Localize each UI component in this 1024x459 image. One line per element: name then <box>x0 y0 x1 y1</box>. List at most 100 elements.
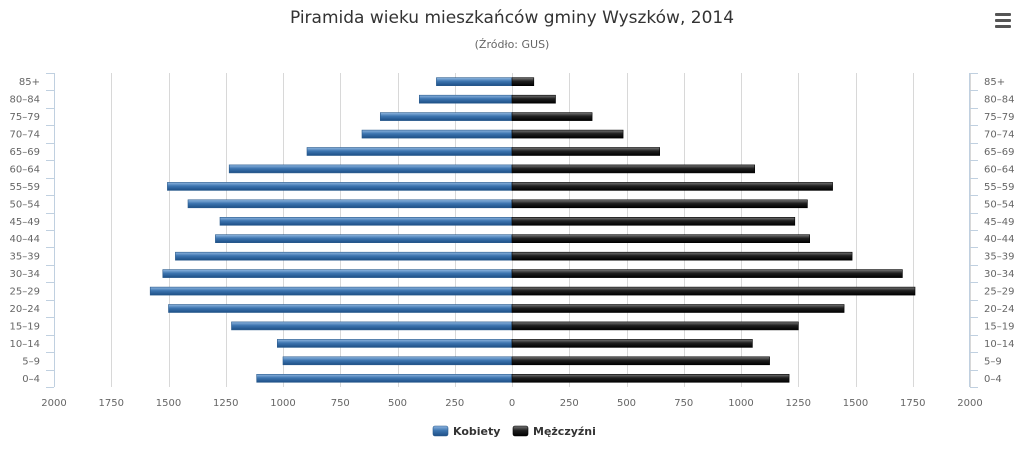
y-label-right-15: 10–14 <box>984 339 1014 350</box>
bar-mezczyzni-12[interactable] <box>511 286 916 296</box>
y-label-right-7: 50–54 <box>984 199 1014 210</box>
y-label-right-4: 65–69 <box>984 147 1014 158</box>
bar-kobiety-15[interactable] <box>276 339 513 348</box>
y-label-left-16: 5–9 <box>22 356 40 367</box>
bar-mezczyzni-1[interactable] <box>511 94 556 104</box>
y-label-left-17: 0–4 <box>22 374 40 385</box>
bar-mezczyzni-15[interactable] <box>511 339 753 348</box>
bar-kobiety-9[interactable] <box>215 234 513 243</box>
y-label-left-15: 10–14 <box>10 339 40 350</box>
y-label-right-5: 60–64 <box>984 164 1014 175</box>
legend-swatch-kobiety[interactable] <box>432 425 449 437</box>
y-label-left-12: 25–29 <box>10 287 40 298</box>
x-tick-label-15: 1750 <box>900 398 925 409</box>
bar-mezczyzni-17[interactable] <box>511 373 790 383</box>
x-tick-label-4: 1000 <box>270 398 295 409</box>
y-label-left-13: 20–24 <box>10 304 40 315</box>
x-tick-label-8: 0 <box>509 398 515 409</box>
x-tick-label-9: 250 <box>560 398 579 409</box>
y-label-right-10: 35–39 <box>984 252 1014 263</box>
y-label-right-9: 40–44 <box>984 234 1014 245</box>
bar-kobiety-17[interactable] <box>256 373 513 383</box>
bar-mezczyzni-2[interactable] <box>511 112 593 121</box>
y-label-left-6: 55–59 <box>10 182 40 193</box>
x-tick-label-10: 500 <box>617 398 636 409</box>
y-label-right-16: 5–9 <box>984 356 1002 367</box>
chart-subtitle: (Źródło: GUS) <box>475 38 550 51</box>
legend-swatch-mezczyzni[interactable] <box>512 425 529 437</box>
y-label-right-12: 25–29 <box>984 287 1014 298</box>
x-tick-label-2: 1500 <box>156 398 181 409</box>
y-label-left-4: 65–69 <box>10 147 40 158</box>
bar-mezczyzni-8[interactable] <box>511 217 796 226</box>
x-tick-label-0: 2000 <box>41 398 66 409</box>
axes <box>46 73 978 388</box>
bar-kobiety-16[interactable] <box>282 356 513 366</box>
y-label-left-9: 40–44 <box>10 234 40 245</box>
y-axis-labels-right: 85+ 80–84 75–79 70–74 65–69 60–64 55–59 50–54 45… <box>984 77 1014 385</box>
y-label-left-0: 85+ <box>19 77 40 88</box>
x-tick-label-11: 750 <box>674 398 693 409</box>
x-tick-label-3: 1250 <box>213 398 238 409</box>
x-tick-label-7: 250 <box>445 398 464 409</box>
bar-mezczyzni-5[interactable] <box>511 164 755 174</box>
bar-kobiety-8[interactable] <box>219 217 513 226</box>
legend-label-mezczyzni[interactable]: Mężczyźni <box>533 425 596 438</box>
bar-mezczyzni-14[interactable] <box>511 321 799 331</box>
y-label-left-11: 30–34 <box>10 269 40 280</box>
bar-kobiety-10[interactable] <box>175 251 513 261</box>
x-tick-label-6: 500 <box>388 398 407 409</box>
x-tick-label-1: 1750 <box>99 398 124 409</box>
legend[interactable]: Kobiety Mężczyźni <box>432 425 596 438</box>
y-label-right-0: 85+ <box>984 77 1005 88</box>
x-tick-label-5: 750 <box>331 398 350 409</box>
bar-mezczyzni-7[interactable] <box>511 199 808 209</box>
bar-mezczyzni-3[interactable] <box>511 129 624 139</box>
bar-kobiety-14[interactable] <box>231 321 513 331</box>
bar-mezczyzni-13[interactable] <box>511 304 845 313</box>
legend-label-kobiety[interactable]: Kobiety <box>453 425 500 438</box>
y-label-right-14: 15–19 <box>984 321 1014 332</box>
x-tick-label-14: 1500 <box>843 398 868 409</box>
bar-mezczyzni-11[interactable] <box>511 269 903 278</box>
y-label-right-6: 55–59 <box>984 182 1014 193</box>
bars <box>149 77 916 383</box>
x-axis-labels: 2000 1750 1500 1250 1000 750 500 250 0 250 500 750 1… <box>41 398 982 409</box>
chart-title: Piramida wieku mieszkańców gminy Wyszków… <box>290 8 734 28</box>
bar-kobiety-11[interactable] <box>162 269 513 278</box>
hamburger-menu-icon[interactable] <box>992 10 1014 30</box>
y-label-right-1: 80–84 <box>984 95 1014 106</box>
bar-mezczyzni-10[interactable] <box>511 251 853 261</box>
y-label-right-17: 0–4 <box>984 374 1002 385</box>
bar-mezczyzni-9[interactable] <box>511 234 811 243</box>
bar-kobiety-3[interactable] <box>361 129 513 139</box>
bar-mezczyzni-4[interactable] <box>511 147 660 156</box>
x-tick-label-12: 1000 <box>728 398 753 409</box>
y-label-right-13: 20–24 <box>984 304 1014 315</box>
y-label-right-3: 70–74 <box>984 130 1014 141</box>
bar-kobiety-4[interactable] <box>306 147 513 156</box>
bar-kobiety-5[interactable] <box>228 164 513 174</box>
y-label-left-2: 75–79 <box>10 112 40 123</box>
bar-kobiety-1[interactable] <box>418 94 513 104</box>
bar-kobiety-13[interactable] <box>168 304 513 313</box>
y-label-left-10: 35–39 <box>10 252 40 263</box>
y-label-right-11: 30–34 <box>984 269 1014 280</box>
y-label-right-8: 45–49 <box>984 217 1014 228</box>
y-label-left-8: 45–49 <box>10 217 40 228</box>
bar-mezczyzni-16[interactable] <box>511 356 770 366</box>
y-label-left-7: 50–54 <box>10 199 40 210</box>
bar-kobiety-0[interactable] <box>436 77 513 86</box>
y-label-right-2: 75–79 <box>984 112 1014 123</box>
bar-kobiety-12[interactable] <box>149 286 513 296</box>
bar-mezczyzni-6[interactable] <box>511 182 833 191</box>
y-axis-labels-left: 85+ 80–84 75–79 70–74 65–69 60–64 55–59 50–54 45… <box>10 77 40 385</box>
bar-kobiety-6[interactable] <box>167 182 513 191</box>
y-label-left-5: 60–64 <box>10 164 40 175</box>
y-label-left-14: 15–19 <box>10 321 40 332</box>
bar-kobiety-2[interactable] <box>379 112 513 121</box>
bar-mezczyzni-0[interactable] <box>511 77 535 86</box>
y-label-left-3: 70–74 <box>10 130 40 141</box>
bar-kobiety-7[interactable] <box>187 199 513 209</box>
